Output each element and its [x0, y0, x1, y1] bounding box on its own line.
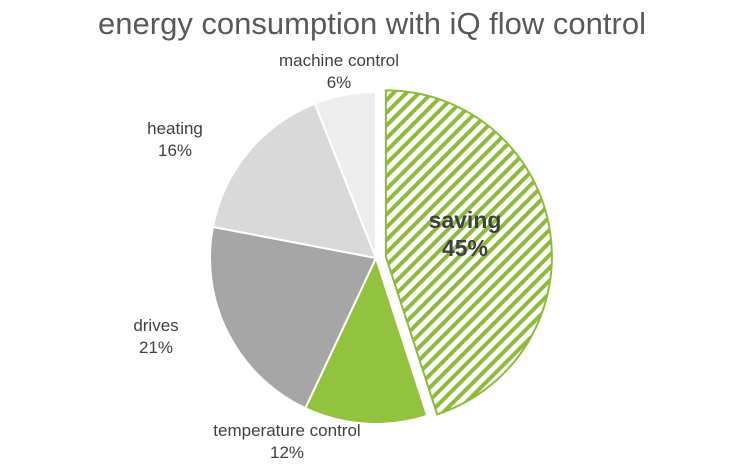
slice-label-temperature-control: temperature control — [213, 421, 360, 440]
slice-percent-saving: 45% — [442, 235, 488, 261]
slice-label-heating: heating — [147, 119, 203, 138]
slice-label-saving: saving — [429, 207, 502, 233]
pie-slice-saving — [384, 89, 553, 416]
pie-slice-drives — [209, 225, 378, 410]
slice-percent-heating: 16% — [158, 141, 192, 160]
pie-slice-temperature-control — [303, 255, 429, 425]
slice-label-machine-control: machine control — [279, 51, 399, 70]
slice-label-drives: drives — [133, 316, 178, 335]
slice-percent-machine-control: 6% — [327, 73, 352, 92]
pie-slice-machine-control — [313, 90, 377, 259]
chart-title: energy consumption with iQ flow control — [98, 6, 646, 41]
pie-slice-heating — [211, 102, 378, 260]
slice-percent-temperature-control: 12% — [270, 443, 304, 462]
slice-percent-drives: 21% — [139, 338, 173, 357]
